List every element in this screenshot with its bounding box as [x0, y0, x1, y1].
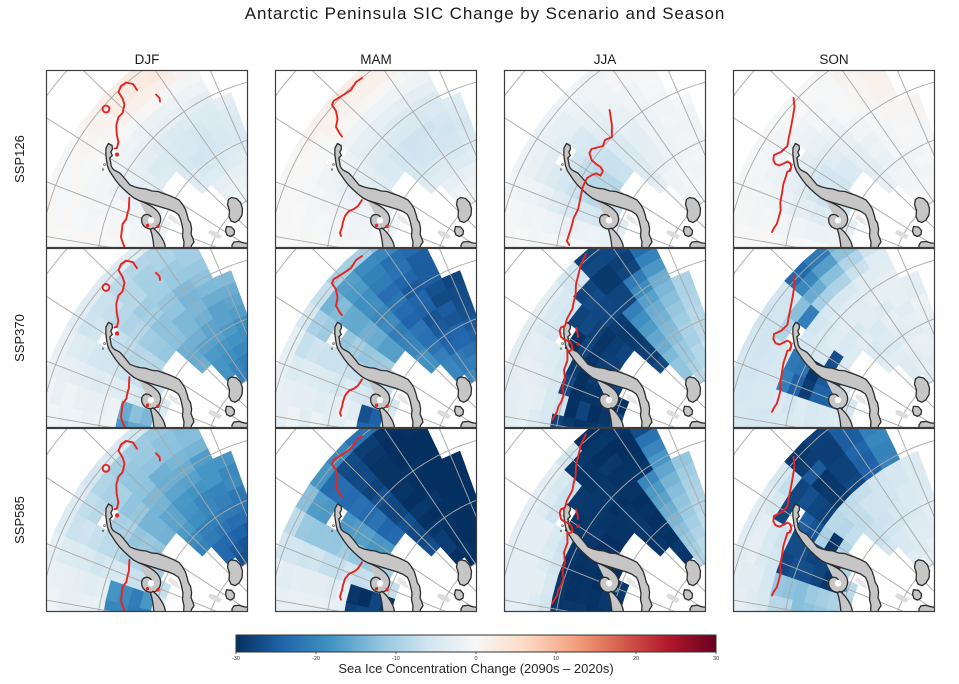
- svg-text:Antarctic Peninsula SIC Change: Antarctic Peninsula SIC Change by Scenar…: [245, 4, 726, 23]
- svg-text:-10: -10: [392, 656, 400, 662]
- svg-text:20: 20: [633, 656, 639, 662]
- svg-text:MAM: MAM: [360, 52, 392, 67]
- svg-text:10: 10: [553, 656, 559, 662]
- svg-text:DJF: DJF: [135, 52, 160, 67]
- svg-text:JJA: JJA: [594, 52, 617, 67]
- svg-text:-30: -30: [232, 656, 240, 662]
- svg-text:SON: SON: [819, 52, 848, 67]
- svg-text:30: 30: [713, 656, 719, 662]
- svg-text:SSP126: SSP126: [12, 135, 27, 183]
- svg-text:-20: -20: [312, 656, 320, 662]
- svg-text:SSP370: SSP370: [12, 314, 27, 362]
- svg-text:SSP585: SSP585: [12, 496, 27, 544]
- svg-text:Sea Ice Concentration Change (: Sea Ice Concentration Change (2090s – 20…: [338, 661, 613, 676]
- svg-text:0: 0: [474, 656, 477, 662]
